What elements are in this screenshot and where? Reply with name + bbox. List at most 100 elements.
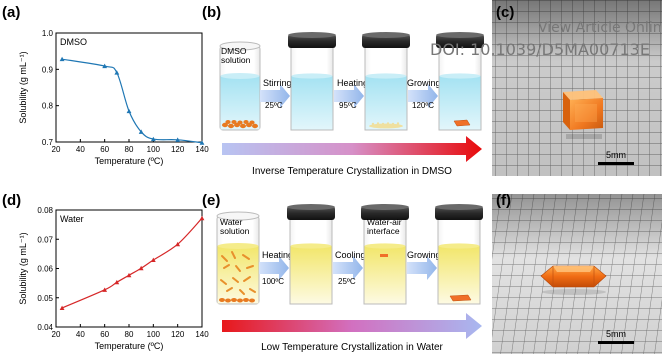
y-tick-label: 0.08 [37, 206, 53, 215]
panel-label-c: (c) [496, 4, 514, 21]
data-point [150, 136, 156, 142]
data-point [59, 305, 65, 310]
watermark-link[interactable]: View Article Online [538, 20, 662, 36]
vial-e2 [287, 204, 335, 305]
series-line [61, 217, 203, 309]
step-label-b2: Heating [337, 78, 368, 88]
panel-label-f: (f) [496, 192, 511, 209]
data-point [126, 108, 132, 114]
plot-frame [55, 209, 203, 328]
step-arrow-e3 [407, 256, 437, 280]
data-point [102, 287, 108, 292]
panel-label-e: (e) [202, 192, 220, 209]
y-tick-label: 0.9 [42, 65, 54, 74]
step-sub-b1: 25ºC [265, 101, 283, 110]
step-sub-e1: 100ºC [262, 277, 284, 286]
data-point [59, 56, 65, 62]
scale-label-c: 5mm [606, 150, 626, 160]
diagram-b: DMSO solution Stirring 25ºC Heating 95ºC … [219, 32, 484, 177]
x-axis-label: Temperature (ºC) [95, 341, 164, 351]
step-sub-b3: 120ºC [412, 101, 434, 110]
diagram-e: Water solution Heating 100ºC Cooling 25ºC… [216, 204, 483, 353]
x-axis-label: Temperature (ºC) [95, 156, 164, 166]
x-tick-label: 20 [52, 330, 61, 339]
crystal-b [453, 119, 471, 127]
prism-crystal [540, 265, 607, 295]
x-tick-label: 80 [125, 145, 134, 154]
step-arrow-b3 [408, 84, 438, 108]
data-point [138, 265, 144, 271]
step-sub-e2: 25ºC [338, 277, 356, 286]
data-point [175, 241, 181, 247]
panel-label-b: (b) [202, 4, 221, 21]
x-tick-label: 120 [171, 330, 185, 339]
text-line: solution [221, 55, 251, 65]
y-tick-label: 1.0 [42, 29, 54, 38]
text-line: solution [220, 226, 250, 236]
x-tick-label: 40 [76, 145, 85, 154]
scale-label-f: 5mm [606, 329, 626, 339]
step-arrow-e1 [259, 256, 289, 280]
needle-crystals [220, 251, 256, 295]
series-label: Water [60, 214, 84, 224]
y-tick-label: 0.07 [37, 235, 53, 244]
interface-label: Water-air interface [367, 217, 402, 236]
jar-label-b: DMSO solution [221, 46, 251, 65]
step-label-b3: Growing [407, 78, 441, 88]
cube-crystal [563, 90, 603, 139]
step-arrow-e2 [333, 256, 363, 280]
scale-bar-f [598, 341, 634, 344]
x-tick-label: 100 [147, 330, 161, 339]
data-point [175, 137, 181, 142]
text-line: Water [220, 217, 243, 227]
text-line: interface [367, 226, 400, 236]
interface-crystal [380, 254, 388, 257]
vial-e4 [435, 204, 483, 305]
y-axis-label: Solubility (g mL⁻¹) [18, 232, 28, 304]
x-tick-label: 140 [195, 145, 209, 154]
step-label-b1: Stirring [263, 78, 292, 88]
photo-f: 5mm [492, 194, 662, 354]
x-tick-label: 60 [100, 330, 109, 339]
step-label-e1: Heating [262, 250, 293, 260]
watermark-doi[interactable]: DOI: 10.1039/D5MA00713E [430, 40, 650, 59]
precipitate-dmso [222, 120, 258, 129]
y-tick-label: 0.05 [37, 294, 53, 303]
data-point [199, 140, 205, 145]
jar-label-e: Water solution [220, 217, 250, 236]
beaker-water [216, 211, 260, 305]
x-tick-label: 140 [195, 330, 209, 339]
beaker-dmso [219, 41, 261, 131]
caption-e: Low Temperature Crystallization in Water [261, 342, 443, 353]
data-point [114, 279, 120, 285]
series-line [61, 58, 203, 144]
step-arrow-b2 [334, 84, 364, 108]
y-tick-label: 0.04 [37, 323, 53, 332]
scale-bar-c [598, 162, 634, 165]
step-label-e2: Cooling [335, 250, 366, 260]
x-tick-label: 20 [52, 145, 61, 154]
y-axis-label: Solubility (g mL⁻¹) [18, 51, 28, 123]
data-point [199, 215, 205, 221]
y-tick-label: 0.06 [37, 265, 53, 274]
step-arrow-b1 [260, 84, 290, 108]
crystal-e [449, 294, 472, 302]
text-line: Water-air [367, 217, 402, 227]
y-tick-label: 0.8 [42, 102, 54, 111]
vial-b2 [288, 32, 336, 131]
photo-c: 5mm [492, 0, 662, 176]
gradient-arrow-e [222, 313, 482, 339]
step-label-e3: Growing [407, 250, 441, 260]
data-point [126, 272, 132, 278]
chart-d: 20 40 60 80 100 120 140 0.04 0.05 0.06 0.07 0.08 Tem… [18, 206, 209, 351]
vial-b4 [436, 32, 484, 131]
gradient-arrow-b [222, 136, 482, 162]
vial-b3 [362, 32, 410, 131]
fine-precipitate [369, 122, 403, 129]
panel-label-d: (d) [2, 192, 21, 209]
caption-b: Inverse Temperature Crystallization in D… [252, 166, 452, 177]
plot-frame [55, 32, 203, 143]
data-point [150, 257, 156, 263]
x-tick-label: 40 [76, 330, 85, 339]
